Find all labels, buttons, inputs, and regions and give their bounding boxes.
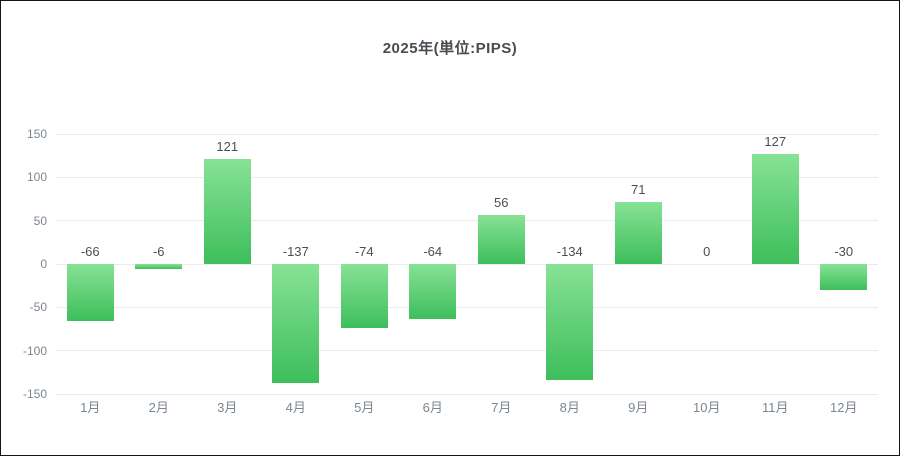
x-tick-label-7月: 7月: [491, 400, 512, 415]
gridline--150: [56, 393, 878, 395]
y-tick-label--100: -100: [22, 343, 47, 358]
x-tick-label-5月: 5月: [354, 400, 375, 415]
value-label-12月: -30: [834, 244, 854, 259]
gridline-150: [56, 133, 878, 135]
gridline--100: [56, 350, 878, 352]
bar-3月: [203, 159, 251, 264]
bar-12月: [820, 264, 868, 290]
value-label-8月: -134: [556, 244, 583, 259]
value-label-7月: 56: [494, 195, 509, 211]
chart-title: 2025年(単位:PIPS): [382, 40, 518, 57]
bar-5月: [340, 264, 388, 329]
value-label-1月: -66: [80, 244, 100, 259]
gridline-0: [56, 263, 878, 265]
x-tick-label-4月: 4月: [285, 400, 306, 415]
y-tick-label-50: 50: [33, 213, 47, 228]
x-tick-label-6月: 6月: [422, 400, 443, 415]
x-tick-label-9月: 9月: [628, 400, 649, 415]
bar-6月: [409, 264, 457, 320]
y-tick-label-100: 100: [26, 170, 47, 185]
x-tick-label-8月: 8月: [559, 400, 580, 415]
x-tick-label-1月: 1月: [80, 400, 101, 415]
value-label-9月: 71: [631, 182, 646, 198]
y-tick-label-150: 150: [26, 127, 47, 141]
bar-7月: [477, 215, 525, 264]
bar-4月: [272, 264, 320, 383]
gridline-50: [56, 220, 878, 222]
value-label-11月: 127: [764, 133, 787, 149]
bar-8月: [546, 264, 594, 381]
value-label-10月: 0: [703, 244, 711, 259]
value-label-6月: -64: [423, 244, 443, 259]
bar-1月: [66, 264, 114, 322]
value-label-2月: -6: [152, 244, 165, 259]
value-label-5月: -74: [354, 244, 374, 259]
value-label-4月: -137: [282, 244, 309, 259]
x-tick-label-12月: 12月: [830, 400, 858, 415]
x-tick-label-11月: 11月: [762, 400, 789, 415]
y-tick-label-0: 0: [40, 257, 47, 271]
x-tick-label-10月: 10月: [693, 400, 721, 415]
plot-area: -66 -6 121 -137 -74 -64 56 -134 71 0 127 -30: [56, 133, 878, 395]
gridline--50: [56, 306, 878, 308]
gridline-100: [56, 176, 878, 178]
y-tick-label--50: -50: [29, 300, 47, 315]
x-tick-label-3月: 3月: [217, 400, 238, 415]
bar-9月: [614, 202, 662, 264]
x-tick-label-2月: 2月: [148, 400, 169, 415]
value-label-3月: 121: [216, 139, 239, 155]
bar-11月: [751, 153, 799, 264]
y-tick-label--150: -150: [22, 387, 47, 401]
bar-2月: [135, 264, 183, 270]
